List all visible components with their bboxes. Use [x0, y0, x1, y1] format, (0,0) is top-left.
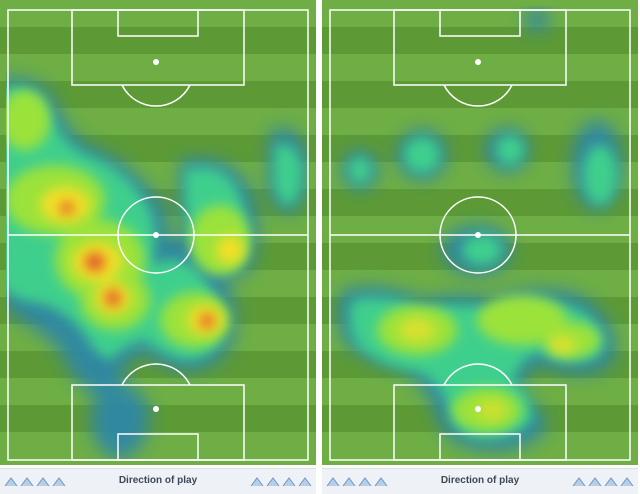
chevron-group-right: [250, 475, 312, 487]
chevron-up-icon: [20, 477, 34, 487]
chevron-up-icon: [572, 477, 586, 487]
heat-zones: [6, 78, 309, 460]
chevron-up-icon: [326, 477, 340, 487]
chevron-up-icon: [358, 477, 372, 487]
chevron-up-icon: [374, 477, 388, 487]
pitch-heatmap-left: [0, 0, 316, 465]
direction-footer: Direction of play: [322, 468, 638, 494]
chevron-up-icon: [52, 477, 66, 487]
direction-of-play-label: Direction of play: [118, 475, 198, 486]
chevron-up-icon: [250, 477, 264, 487]
direction-footer: Direction of play: [0, 468, 316, 494]
pitch-lines: [7, 9, 309, 461]
heatmap-panel-left: Direction of play: [0, 0, 316, 494]
panel-divider: [316, 0, 322, 493]
heat-zones: [338, 8, 622, 451]
chevron-up-icon: [282, 477, 296, 487]
chevron-up-icon: [342, 477, 356, 487]
pitch-heatmap-right: [322, 0, 638, 465]
pitch-spots: [475, 59, 481, 412]
chevron-group-right: [572, 475, 634, 487]
pitch-spots: [153, 59, 159, 412]
chevron-group-left: [4, 475, 66, 487]
heatmap-panel-right: Direction of play: [322, 0, 638, 494]
chevron-up-icon: [298, 477, 312, 487]
chevron-up-icon: [604, 477, 618, 487]
pitch-lines: [329, 9, 631, 461]
chevron-up-icon: [266, 477, 280, 487]
direction-of-play-label: Direction of play: [440, 475, 520, 486]
chevron-up-icon: [620, 477, 634, 487]
chevron-up-icon: [588, 477, 602, 487]
chevron-up-icon: [4, 477, 18, 487]
chevron-group-left: [326, 475, 388, 487]
chevron-up-icon: [36, 477, 50, 487]
